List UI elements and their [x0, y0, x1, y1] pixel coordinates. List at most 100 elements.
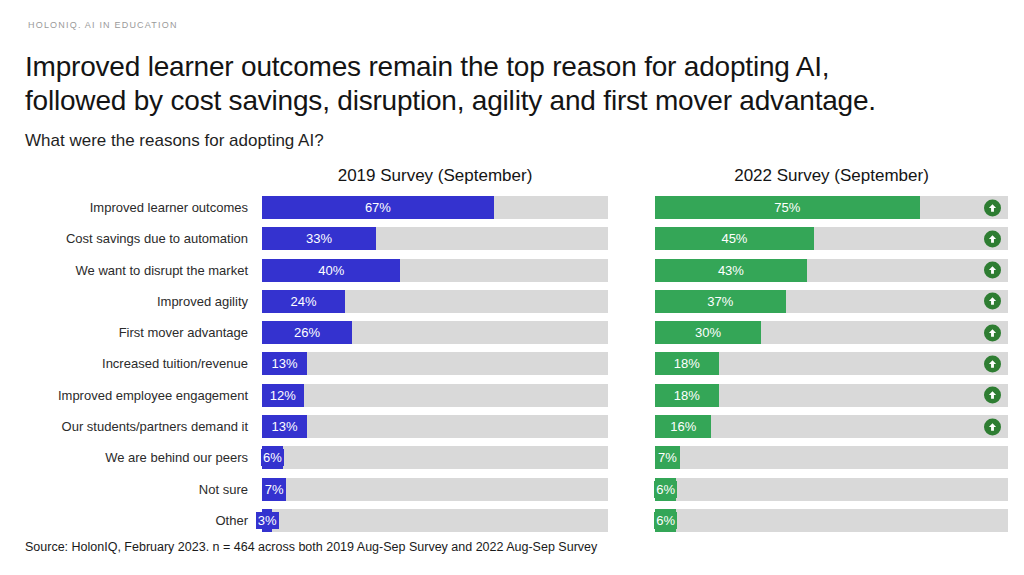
row-label: Not sure — [0, 482, 248, 497]
bar-value-2022: 16% — [668, 418, 698, 435]
bar-track-2022: 43% — [655, 259, 1008, 282]
bar-2022: 16% — [655, 415, 711, 438]
chart-row: We are behind our peers 6% 7% — [0, 446, 1008, 469]
bar-track-2022: 30% — [655, 321, 1008, 344]
bar-2019: 6% — [262, 446, 283, 469]
page-title: Improved learner outcomes remain the top… — [25, 50, 1015, 118]
bar-2022: 37% — [655, 290, 786, 313]
bar-value-2019: 24% — [289, 293, 319, 310]
increase-arrow-icon — [984, 324, 1001, 341]
bar-2019: 13% — [262, 415, 307, 438]
row-label: Our students/partners demand it — [0, 419, 248, 434]
increase-arrow-icon — [984, 293, 1001, 310]
bar-value-2022: 43% — [716, 262, 746, 279]
row-label: Improved agility — [0, 294, 248, 309]
bar-value-2022: 30% — [693, 324, 723, 341]
chart-row: Improved employee engagement 12% 18% — [0, 384, 1008, 407]
chart-row: Our students/partners demand it 13% 16% — [0, 415, 1008, 438]
chart-row: First mover advantage 26% 30% — [0, 321, 1008, 344]
bar-2022: 18% — [655, 352, 719, 375]
bar-track-2022: 18% — [655, 352, 1008, 375]
slide: HOLONIQ. AI IN EDUCATION Improved learne… — [0, 0, 1024, 575]
chart-row: Other 3% 6% — [0, 509, 1008, 532]
bar-track-2022: 7% — [655, 446, 1008, 469]
bar-value-2019: 13% — [269, 355, 299, 372]
bar-value-2022: 6% — [654, 512, 677, 529]
bar-2022: 6% — [655, 478, 676, 501]
bar-2019: 67% — [262, 196, 494, 219]
bar-track-2022: 6% — [655, 478, 1008, 501]
row-label: Increased tuition/revenue — [0, 356, 248, 371]
increase-arrow-icon — [984, 387, 1001, 404]
bar-track-2022: 37% — [655, 290, 1008, 313]
increase-arrow-icon — [984, 418, 1001, 435]
column-header-2022: 2022 Survey (September) — [655, 166, 1008, 186]
bar-track-2022: 6% — [655, 509, 1008, 532]
bar-value-2019: 3% — [256, 512, 279, 529]
bar-track-2019: 26% — [262, 321, 608, 344]
bar-value-2022: 18% — [672, 387, 702, 404]
bar-2019: 26% — [262, 321, 352, 344]
bar-value-2019: 7% — [263, 481, 286, 498]
bar-2019: 33% — [262, 227, 376, 250]
row-label: Improved employee engagement — [0, 388, 248, 403]
bar-value-2019: 33% — [304, 230, 334, 247]
bar-2019: 7% — [262, 478, 286, 501]
bar-track-2019: 24% — [262, 290, 608, 313]
bar-2019: 3% — [262, 509, 272, 532]
bar-2022: 18% — [655, 384, 719, 407]
row-label: Cost savings due to automation — [0, 231, 248, 246]
bar-track-2019: 12% — [262, 384, 608, 407]
bar-value-2019: 6% — [261, 449, 284, 466]
page-subtitle: What were the reasons for adopting AI? — [25, 131, 324, 151]
bar-value-2019: 40% — [316, 262, 346, 279]
bar-value-2022: 6% — [654, 481, 677, 498]
bar-value-2019: 13% — [269, 418, 299, 435]
chart-row: Improved learner outcomes 67% 75% — [0, 196, 1008, 219]
row-label: We are behind our peers — [0, 450, 248, 465]
increase-arrow-icon — [984, 230, 1001, 247]
bar-2022: 30% — [655, 321, 761, 344]
increase-arrow-icon — [984, 199, 1001, 216]
bar-2022: 6% — [655, 509, 676, 532]
bar-2022: 45% — [655, 227, 814, 250]
bar-value-2019: 12% — [268, 387, 298, 404]
bar-track-2019: 33% — [262, 227, 608, 250]
bar-track-2019: 13% — [262, 352, 608, 375]
bar-track-2022: 75% — [655, 196, 1008, 219]
bar-value-2019: 26% — [292, 324, 322, 341]
chart-row: Increased tuition/revenue 13% 18% — [0, 352, 1008, 375]
row-label: Improved learner outcomes — [0, 200, 248, 215]
source-note: Source: HolonIQ, February 2023. n = 464 … — [25, 540, 597, 554]
bar-track-2022: 45% — [655, 227, 1008, 250]
bar-value-2022: 7% — [656, 449, 679, 466]
bar-value-2019: 67% — [363, 199, 393, 216]
bar-value-2022: 45% — [719, 230, 749, 247]
chart-row: Cost savings due to automation 33% 45% — [0, 227, 1008, 250]
chart-row: We want to disrupt the market 40% 43% — [0, 259, 1008, 282]
bar-2022: 7% — [655, 446, 680, 469]
row-label: First mover advantage — [0, 325, 248, 340]
bar-2019: 12% — [262, 384, 304, 407]
row-label: We want to disrupt the market — [0, 263, 248, 278]
bar-2022: 43% — [655, 259, 807, 282]
bar-track-2022: 18% — [655, 384, 1008, 407]
page-title-line2: followed by cost savings, disruption, ag… — [25, 84, 1015, 118]
bar-value-2022: 18% — [672, 355, 702, 372]
bar-track-2019: 3% — [262, 509, 608, 532]
bar-2019: 40% — [262, 259, 400, 282]
bar-track-2022: 16% — [655, 415, 1008, 438]
bar-2019: 24% — [262, 290, 345, 313]
bar-value-2022: 37% — [705, 293, 735, 310]
increase-arrow-icon — [984, 262, 1001, 279]
bar-track-2019: 7% — [262, 478, 608, 501]
bar-track-2019: 13% — [262, 415, 608, 438]
brand-label: HOLONIQ. AI IN EDUCATION — [28, 20, 178, 30]
row-label: Other — [0, 513, 248, 528]
bar-track-2019: 40% — [262, 259, 608, 282]
column-header-2019: 2019 Survey (September) — [262, 166, 608, 186]
page-title-line1: Improved learner outcomes remain the top… — [25, 50, 1015, 84]
bar-chart: Improved learner outcomes 67% 75% Cost — [0, 196, 1008, 540]
chart-row: Not sure 7% 6% — [0, 478, 1008, 501]
bar-track-2019: 6% — [262, 446, 608, 469]
